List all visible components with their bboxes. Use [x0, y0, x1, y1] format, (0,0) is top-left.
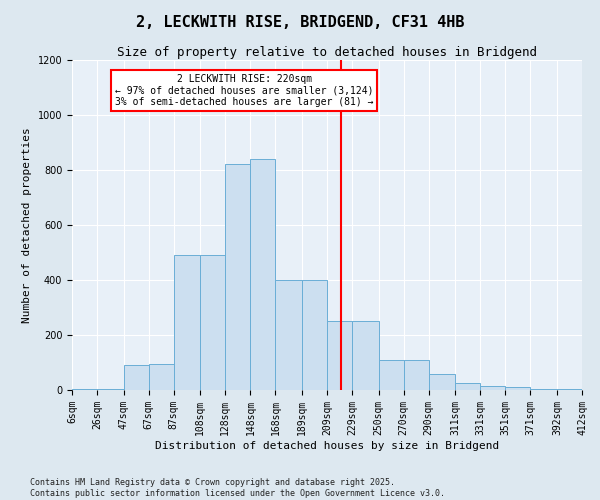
Text: Contains HM Land Registry data © Crown copyright and database right 2025.
Contai: Contains HM Land Registry data © Crown c…: [30, 478, 445, 498]
Bar: [124, 365, 149, 390]
Bar: [352, 322, 379, 390]
Text: 2 LECKWITH RISE: 220sqm
← 97% of detached houses are smaller (3,124)
3% of semi-: 2 LECKWITH RISE: 220sqm ← 97% of detache…: [115, 74, 373, 107]
Bar: [174, 255, 200, 390]
Bar: [505, 387, 530, 390]
Text: 2, LECKWITH RISE, BRIDGEND, CF31 4HB: 2, LECKWITH RISE, BRIDGEND, CF31 4HB: [136, 15, 464, 30]
Bar: [250, 159, 275, 390]
Bar: [275, 280, 302, 390]
Bar: [149, 364, 174, 390]
Y-axis label: Number of detached properties: Number of detached properties: [22, 127, 32, 323]
Title: Size of property relative to detached houses in Bridgend: Size of property relative to detached ho…: [117, 46, 537, 59]
Bar: [480, 386, 505, 390]
Bar: [379, 360, 404, 390]
Bar: [327, 322, 352, 390]
Bar: [200, 255, 225, 390]
Bar: [225, 164, 250, 390]
Bar: [97, 388, 124, 390]
X-axis label: Distribution of detached houses by size in Bridgend: Distribution of detached houses by size …: [155, 440, 499, 450]
Bar: [429, 374, 455, 390]
Bar: [557, 388, 582, 390]
Bar: [404, 360, 429, 390]
Bar: [530, 388, 557, 390]
Bar: [302, 280, 327, 390]
Bar: [455, 383, 480, 390]
Bar: [72, 388, 97, 390]
